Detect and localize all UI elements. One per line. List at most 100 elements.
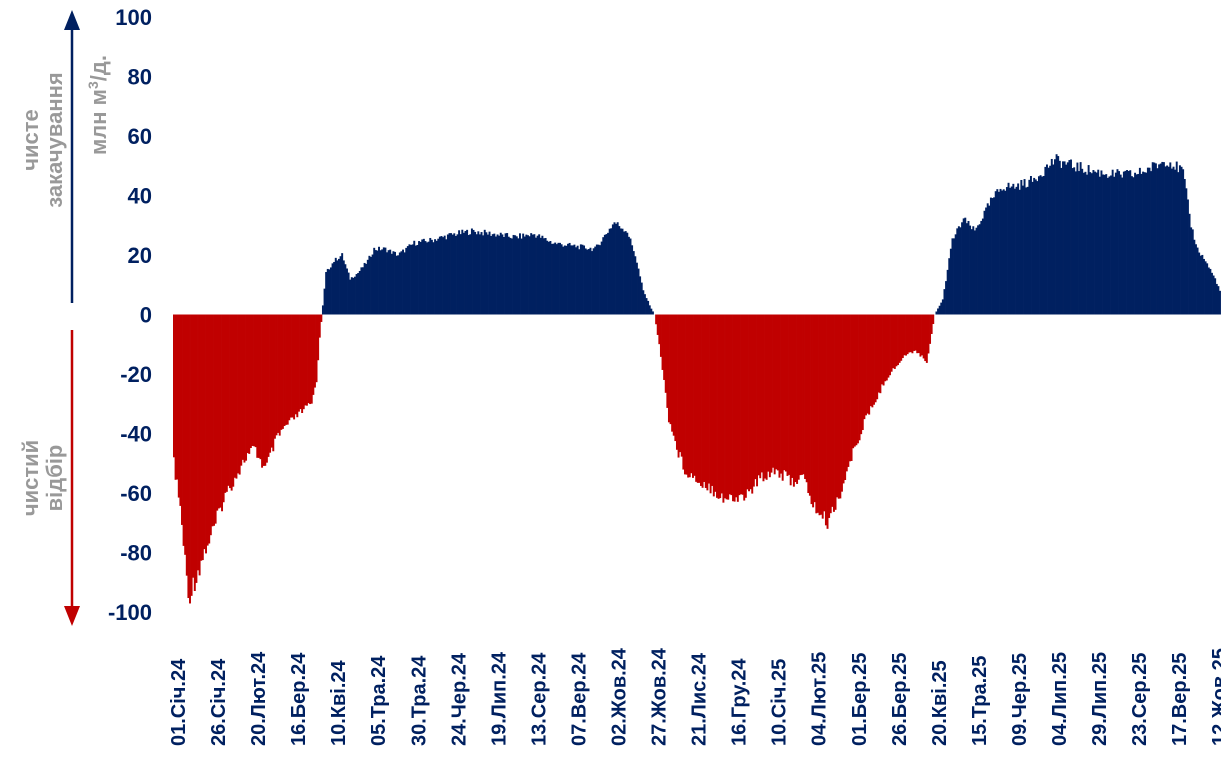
bar	[464, 230, 467, 315]
bar	[1055, 154, 1058, 315]
bar	[754, 314, 757, 480]
bar	[1018, 189, 1021, 315]
bar	[225, 314, 228, 492]
bar	[674, 314, 677, 442]
bar	[908, 314, 911, 353]
bar	[1062, 161, 1064, 315]
bar	[523, 236, 526, 315]
x-tick-label: 15.Тра.25	[969, 656, 991, 746]
bar	[437, 238, 440, 315]
bar	[336, 260, 339, 315]
bar	[1116, 169, 1119, 315]
bar	[1132, 177, 1135, 315]
bar	[432, 242, 435, 315]
bar	[855, 314, 858, 446]
bar	[1153, 162, 1156, 315]
bar	[901, 314, 904, 359]
bar	[200, 314, 203, 561]
bar	[307, 314, 310, 404]
bar	[592, 248, 595, 315]
bar	[629, 238, 632, 315]
bar	[759, 314, 762, 479]
y-tick-label: 60	[128, 124, 152, 149]
bar	[985, 207, 988, 315]
bar	[1001, 190, 1004, 315]
bar	[400, 251, 403, 315]
bar	[426, 242, 429, 315]
bar	[499, 232, 502, 315]
bar	[957, 226, 960, 315]
bar	[642, 290, 645, 315]
bar	[475, 234, 478, 315]
bar	[442, 237, 445, 315]
x-tick-label: 04.Лют.25	[809, 652, 831, 746]
bar	[679, 314, 682, 453]
bar	[453, 233, 456, 315]
bar	[1127, 171, 1130, 315]
bar	[198, 314, 201, 576]
x-tick-label: 04.Лип.25	[1049, 652, 1071, 746]
bar	[1097, 169, 1100, 315]
x-tick-label: 23.Сер.25	[1129, 653, 1151, 746]
x-tick-label: 26.Бер.25	[889, 653, 911, 746]
bar	[443, 235, 446, 315]
bar	[357, 272, 360, 315]
bar	[1071, 168, 1074, 315]
bar	[898, 314, 901, 363]
bar	[885, 314, 888, 381]
bar	[187, 314, 190, 599]
bar	[810, 314, 813, 505]
bar	[1151, 162, 1154, 315]
bar	[326, 268, 329, 315]
x-tick-label: 16.Бер.24	[288, 652, 310, 746]
bar	[416, 244, 419, 315]
bar	[1044, 166, 1047, 315]
bar	[692, 314, 694, 478]
bar	[288, 314, 291, 421]
bar	[1186, 199, 1189, 315]
bar	[217, 314, 220, 509]
bar	[587, 249, 590, 315]
bar	[546, 240, 549, 315]
x-tick-label: 10.Кві.24	[328, 659, 350, 746]
bar	[893, 314, 896, 369]
bar	[483, 229, 486, 315]
bar	[895, 314, 898, 367]
bar	[1180, 166, 1183, 315]
bar	[328, 269, 331, 315]
bar	[418, 241, 421, 315]
bar	[419, 241, 422, 315]
bar	[948, 258, 951, 315]
bar	[246, 314, 249, 454]
bar	[770, 314, 773, 473]
bar	[347, 272, 350, 315]
bar	[637, 268, 640, 315]
bar	[961, 222, 964, 315]
bar	[1183, 179, 1186, 315]
bar	[682, 314, 685, 470]
bar	[1041, 176, 1044, 315]
bar	[1199, 255, 1202, 315]
bar	[398, 252, 401, 315]
bar	[1023, 179, 1026, 315]
bar	[887, 314, 890, 378]
bar	[623, 231, 626, 315]
bar	[386, 252, 388, 315]
bar	[381, 249, 384, 315]
bar	[179, 314, 182, 506]
bar	[1029, 176, 1032, 315]
bar	[421, 239, 424, 315]
bar	[631, 245, 634, 315]
bar	[716, 314, 718, 498]
bar	[989, 197, 992, 315]
bar	[981, 218, 984, 315]
bar	[301, 314, 304, 413]
bar	[547, 241, 550, 315]
bar	[1015, 186, 1018, 315]
bar	[576, 245, 579, 315]
x-tick-label: 01.Січ.24	[168, 658, 190, 746]
bar	[884, 314, 887, 382]
bar	[261, 314, 264, 468]
bar	[1102, 174, 1105, 315]
bar	[882, 314, 885, 386]
